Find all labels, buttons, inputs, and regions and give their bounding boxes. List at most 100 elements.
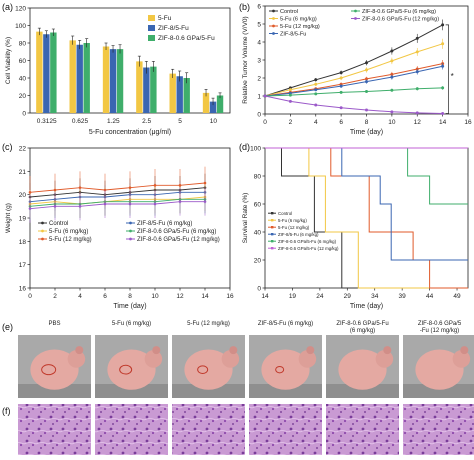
legend-marker	[129, 221, 132, 225]
mouse-photo-surface	[249, 384, 322, 398]
y-tick-label: 20	[254, 258, 262, 265]
legend-label: 5-Fu (6 mg/kg)	[49, 229, 88, 235]
x-tick-label: 10	[388, 119, 396, 126]
data-point	[28, 207, 32, 210]
group-label: PBS	[48, 321, 60, 327]
bar	[83, 43, 90, 113]
bar	[176, 76, 183, 113]
mouse-body	[338, 349, 387, 390]
mouse-photo-surface	[95, 384, 168, 398]
bar	[102, 46, 110, 113]
legend-swatch	[148, 35, 155, 41]
data-point	[128, 186, 132, 189]
histology-image	[403, 404, 474, 455]
x-tick-label: 14	[261, 293, 269, 300]
panel-label: (f)	[2, 406, 11, 416]
legend-label: 5-Fu (6 mg/kg)	[280, 17, 317, 23]
x-tick-label: 0	[263, 119, 267, 126]
data-point	[390, 49, 394, 53]
x-tick-label: 2	[289, 119, 293, 126]
y-tick-label: 21	[19, 169, 27, 176]
x-tick-label: 1.25	[107, 118, 120, 125]
series-line	[29, 182, 206, 193]
y-tick-label: 80	[19, 41, 27, 48]
legend-label: Control	[49, 221, 68, 227]
bar	[50, 32, 57, 113]
series-line	[264, 87, 443, 97]
legend-label: ZIF-8-0.6 GPa/5-Fu (6 mg/kg)	[278, 239, 337, 244]
mouse-head	[298, 350, 317, 368]
mouse-head	[375, 350, 394, 368]
panel-label: (a)	[2, 2, 13, 12]
data-point	[339, 90, 343, 94]
x-tick-label: 34	[371, 293, 379, 300]
data-point	[153, 184, 157, 187]
survival-step-line	[265, 147, 468, 261]
survival-step-line	[265, 147, 468, 289]
x-tick-label: 0.3125	[37, 118, 57, 125]
bar	[143, 67, 150, 113]
bar	[202, 92, 210, 113]
bar	[76, 44, 83, 113]
x-tick-label: 12	[176, 293, 184, 300]
y-tick-label: 100	[15, 23, 26, 30]
x-tick-label: 8	[128, 293, 132, 300]
x-tick-label: 24	[316, 293, 324, 300]
x-tick-label: 2	[53, 293, 57, 300]
data-point	[153, 202, 157, 206]
legend-marker	[41, 221, 44, 225]
panel-label: (b)	[239, 2, 250, 12]
legend-marker	[272, 24, 275, 28]
tumor-outline	[119, 364, 133, 375]
mouse-photo-surface	[326, 384, 399, 398]
data-point	[415, 36, 419, 40]
bar	[136, 61, 143, 113]
panel-b: (b) 0 1 2 3 4 5 6 Relative Tumor Volume (V/V0) 0 2…	[237, 0, 474, 145]
mouse-body	[415, 349, 464, 390]
data-point	[339, 106, 343, 110]
x-tick-label: 29	[344, 293, 352, 300]
data-point	[365, 77, 368, 81]
legend-label: 5-Fu	[158, 15, 172, 22]
bar	[216, 95, 224, 113]
histology-image	[172, 404, 245, 455]
legend-label: ZIF-8-0.6 GPa/5-Fu (6 mg/kg)	[362, 9, 436, 15]
group-label: (6 mg/kg)	[350, 328, 375, 334]
legend-marker	[271, 233, 274, 236]
legend-marker	[129, 229, 132, 233]
legend-label: ZIF-8-0.6 GPa/5-Fu	[158, 35, 215, 42]
legend-label: ZIF-8/5-Fu	[158, 25, 189, 32]
bar	[169, 73, 176, 113]
x-tick-label: 49	[453, 293, 461, 300]
group-label: 5-Fu (12 mg/kg)	[187, 321, 230, 327]
mouse-photo-surface	[403, 384, 474, 398]
y-tick-label: 17	[19, 262, 27, 269]
data-point	[415, 70, 419, 74]
data-point	[288, 88, 292, 92]
legend-label: ZIF-8/5-Fu	[280, 32, 306, 38]
bar	[209, 101, 217, 113]
mouse-ear	[383, 346, 392, 355]
plot-frame	[29, 7, 231, 114]
bar	[69, 40, 76, 113]
mouse-photo-surface	[172, 384, 245, 398]
data-point	[390, 59, 394, 63]
mouse-ear	[75, 346, 84, 355]
legend-marker	[272, 32, 275, 35]
x-tick-label: 0	[28, 293, 32, 300]
data-point	[53, 188, 57, 192]
data-point	[314, 82, 318, 86]
data-point	[314, 92, 318, 96]
survival-step-line	[265, 147, 468, 289]
y-axis-label: Survival Rate (%)	[242, 193, 249, 244]
mouse-head	[452, 350, 471, 368]
x-tick-label: 10	[210, 118, 218, 125]
y-tick-label: 18	[19, 239, 27, 246]
legend-label: ZIF-8/5-Fu (6 mg/kg)	[278, 232, 319, 237]
x-axis-label: Time (day)	[350, 303, 383, 310]
y-axis-label: Cell Viability (%)	[5, 37, 12, 84]
y-tick-label: 120	[15, 6, 26, 13]
group-label: -Fu (12 mg/kg)	[420, 328, 459, 334]
y-axis-label: Weight (g)	[5, 203, 12, 233]
